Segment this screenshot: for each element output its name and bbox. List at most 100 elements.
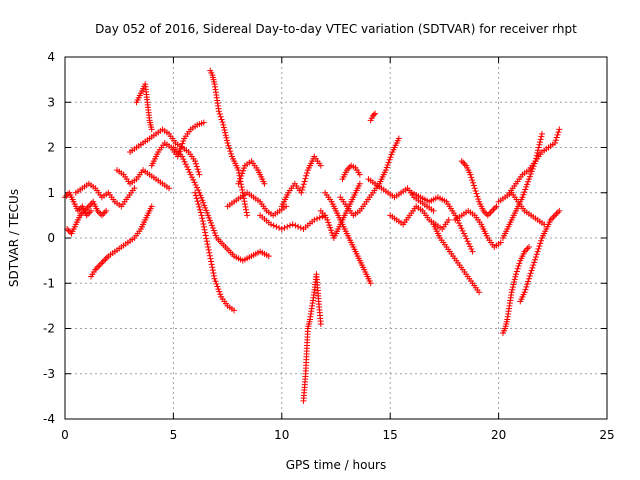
data-point	[221, 127, 228, 134]
data-point	[445, 216, 452, 223]
data-point	[523, 283, 530, 290]
data-point	[532, 254, 539, 261]
data-point	[512, 273, 519, 280]
data-point	[202, 229, 209, 236]
series-arc-18-21	[458, 158, 500, 219]
data-point	[510, 281, 517, 288]
data-point	[207, 219, 214, 226]
data-point	[148, 126, 155, 133]
data-point	[529, 264, 536, 271]
data-point	[179, 140, 186, 147]
data-point	[276, 224, 283, 231]
data-point	[240, 195, 247, 202]
series-arc-13-14	[339, 162, 363, 183]
data-point	[386, 156, 393, 163]
data-point	[537, 136, 544, 143]
data-point	[201, 226, 208, 233]
data-point	[511, 276, 518, 283]
data-point	[187, 171, 194, 178]
data-point	[471, 185, 478, 192]
data-point	[553, 134, 560, 141]
series-arc-rising-1-4	[88, 203, 155, 280]
plot-frame	[64, 56, 608, 420]
data-point	[179, 153, 186, 160]
data-point	[372, 110, 379, 117]
data-point	[211, 272, 218, 279]
data-point	[210, 227, 217, 234]
data-point	[521, 189, 528, 196]
x-tick-label: 20	[491, 428, 506, 442]
data-point	[460, 230, 467, 237]
data-point	[219, 119, 226, 126]
data-point	[214, 283, 221, 290]
data-point	[382, 167, 389, 174]
data-point	[513, 268, 520, 275]
x-tick-label: 10	[274, 428, 289, 442]
data-point	[284, 223, 291, 230]
data-point	[220, 121, 227, 128]
data-point	[131, 185, 138, 192]
data-point	[223, 134, 230, 141]
data-point	[533, 155, 540, 162]
chart-title: Day 052 of 2016, Sidereal Day-to-day VTE…	[95, 22, 577, 36]
data-point	[387, 154, 394, 161]
data-point	[197, 209, 204, 216]
x-tick-label: 5	[170, 428, 178, 442]
data-point	[196, 203, 203, 210]
data-point	[192, 158, 199, 165]
grid-lines	[65, 57, 607, 419]
data-point	[237, 175, 244, 182]
data-point	[474, 193, 481, 200]
data-point	[525, 178, 532, 185]
data-point	[493, 203, 500, 210]
data-point	[190, 176, 197, 183]
data-point	[299, 184, 306, 191]
y-tick-label: 3	[47, 95, 55, 109]
data-point	[235, 167, 242, 174]
series-arc-isolated-14	[367, 110, 379, 124]
data-point	[538, 237, 545, 244]
data-point	[239, 170, 246, 177]
data-point	[185, 166, 192, 173]
data-point	[194, 166, 201, 173]
data-point	[383, 164, 390, 171]
data-point	[475, 196, 482, 203]
data-point	[204, 241, 211, 248]
data-point	[554, 131, 561, 138]
series-arc-21-23	[517, 207, 563, 305]
data-point	[206, 252, 213, 259]
data-point	[552, 137, 559, 144]
data-point	[299, 186, 306, 193]
data-point	[205, 212, 212, 219]
y-tick-label: 4	[47, 50, 55, 64]
data-point	[535, 144, 542, 151]
data-point	[497, 239, 504, 246]
series-arc-descent-6-8	[192, 189, 238, 314]
data-point	[530, 262, 537, 269]
data-point	[210, 269, 217, 276]
data-point	[186, 169, 193, 176]
data-point	[538, 130, 545, 137]
data-series	[62, 67, 563, 404]
data-point	[522, 186, 529, 193]
data-point	[316, 214, 323, 221]
data-point	[223, 137, 230, 144]
data-point	[470, 179, 477, 186]
data-point	[209, 267, 216, 274]
data-point	[327, 224, 334, 231]
data-point	[537, 240, 544, 247]
data-point	[528, 267, 535, 274]
data-point	[301, 178, 308, 185]
data-point	[314, 215, 321, 222]
data-point	[201, 202, 208, 209]
data-point	[204, 209, 211, 216]
data-point	[303, 172, 310, 179]
data-point	[430, 207, 437, 214]
data-point	[240, 167, 247, 174]
y-tick-label: -3	[43, 367, 55, 381]
x-tick-label: 15	[383, 428, 398, 442]
data-point	[536, 243, 543, 250]
data-point	[515, 263, 522, 270]
data-point	[195, 187, 202, 194]
data-point	[511, 278, 518, 285]
